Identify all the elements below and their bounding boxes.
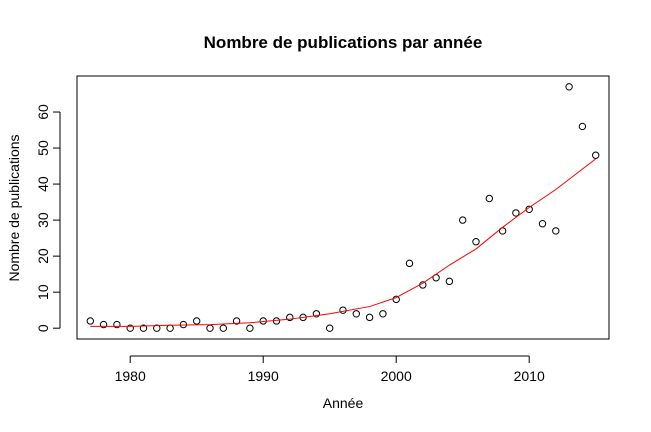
data-point [352, 310, 360, 318]
data-point [592, 151, 600, 159]
chart-title: Nombre de publications par année [204, 33, 483, 52]
data-point [193, 317, 201, 325]
data-point [392, 295, 400, 304]
y-tick-label: 30 [35, 212, 51, 228]
x-tick-label: 2000 [381, 368, 412, 384]
data-points [86, 83, 600, 332]
data-point [365, 313, 374, 322]
y-tick-label: 20 [35, 248, 51, 264]
data-point [86, 317, 95, 325]
data-point [379, 310, 387, 318]
x-axis-label: Année [323, 395, 364, 411]
data-point [126, 324, 134, 332]
y-axis: 0 10 20 30 40 50 60 [35, 104, 61, 332]
data-point [113, 320, 121, 329]
y-axis-label: Nombre de publications [6, 134, 22, 281]
data-point [485, 194, 493, 203]
data-point [312, 310, 321, 318]
data-point [459, 216, 467, 224]
data-point [339, 306, 347, 314]
data-point [405, 259, 414, 268]
data-point [206, 324, 214, 332]
y-tick-label: 40 [35, 176, 51, 192]
y-tick-label: 50 [35, 140, 51, 156]
data-point [246, 324, 254, 332]
y-tick-label: 0 [35, 324, 51, 332]
data-point [153, 324, 161, 332]
data-point [326, 324, 334, 332]
data-point [139, 324, 148, 332]
data-point [99, 320, 108, 329]
data-point [286, 313, 294, 322]
data-point [565, 83, 573, 91]
data-point [512, 209, 520, 217]
data-point [552, 227, 560, 235]
data-point [232, 317, 241, 325]
data-point [219, 324, 228, 332]
plot-frame [76, 75, 610, 340]
smooth-line [90, 158, 597, 327]
data-point [445, 277, 454, 286]
data-point [166, 324, 174, 332]
y-tick-label: 10 [35, 284, 51, 300]
data-point [472, 238, 480, 246]
y-tick-label: 60 [35, 104, 51, 120]
x-tick-label: 1990 [248, 368, 279, 384]
x-tick-label: 2010 [514, 368, 545, 384]
x-axis: 1980 1990 2000 2010 [115, 355, 545, 384]
x-tick-label: 1980 [115, 368, 146, 384]
data-point [538, 220, 547, 228]
data-point [578, 122, 587, 131]
